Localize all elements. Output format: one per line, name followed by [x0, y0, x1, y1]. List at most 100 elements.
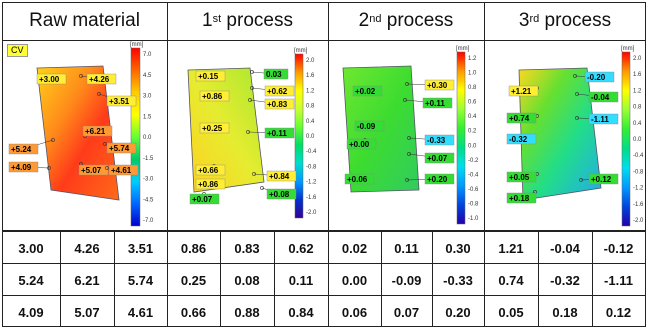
table-cell: 0.74 — [498, 272, 524, 288]
cv-label: CV — [7, 44, 28, 57]
value-callout-box — [264, 85, 295, 97]
value-callout-box — [199, 90, 230, 102]
scale-tick-label: -0.2 — [468, 158, 479, 164]
table-cell: -0.12 — [603, 240, 634, 256]
measure-point — [252, 172, 256, 176]
table-cell: 0.11 — [394, 240, 419, 256]
table-cell: 0.30 — [445, 240, 471, 256]
header-ordinal-suffix: st — [212, 13, 222, 25]
table-cell: 0.11 — [288, 272, 314, 288]
measure-point — [575, 116, 579, 120]
header-text: process — [381, 10, 454, 31]
measure-point — [579, 178, 583, 182]
table-cell: 0.88 — [234, 304, 260, 320]
header-ordinal-suffix: nd — [369, 13, 382, 25]
value-callout: +0.07 — [427, 154, 448, 163]
scale-tick-label: 4.5 — [143, 73, 152, 79]
table-cell: 0.08 — [234, 272, 260, 288]
measure-point — [105, 166, 109, 170]
table-cell: 0.00 — [341, 272, 368, 288]
header-text: process — [221, 10, 293, 31]
value-callout-box — [86, 73, 117, 85]
value-callout-box — [588, 113, 619, 125]
scale-tick-label: -0.8 — [306, 164, 317, 170]
header-ordinal: 2 — [358, 10, 370, 31]
scan-image-second-process: [mm] 1.2 1.0 0.8 0.6 0.4 0.2 0.0 -0.2 -0.4 -0.6 -0.… — [329, 40, 484, 230]
value-callout: +0.11 — [267, 129, 287, 138]
measure-point — [51, 138, 55, 142]
scale-tick-label: 1.5 — [143, 114, 152, 120]
scale-tick-label: -0.4 — [468, 172, 479, 178]
table-cell: 6.21 — [74, 272, 100, 288]
measure-point — [405, 82, 409, 86]
scale-tick-label: -1.0 — [468, 216, 479, 222]
value-callout-box — [424, 152, 455, 164]
value-callout-box — [506, 192, 537, 204]
table-cell: 0.07 — [393, 304, 420, 320]
table-cell: 4.09 — [18, 304, 44, 320]
measure-point — [250, 70, 254, 74]
table-cell: 0.62 — [288, 240, 314, 256]
value-callout: +0.07 — [192, 195, 213, 204]
value-callout-box — [584, 71, 615, 83]
header-text: Raw material — [29, 10, 140, 31]
measure-point — [97, 92, 101, 96]
value-callout: +4.26 — [89, 75, 110, 84]
value-callout-box — [424, 79, 455, 91]
scale-tick-label: 2.0 — [633, 56, 642, 62]
value-callout: +0.00 — [349, 140, 370, 149]
value-callout: -0.04 — [591, 93, 610, 102]
value-callout: +0.83 — [267, 100, 288, 109]
value-callout: +0.86 — [202, 92, 223, 101]
measure-point — [103, 142, 107, 146]
header-raw-material: Raw material — [2, 2, 167, 40]
value-callout: +0.84 — [269, 172, 290, 181]
value-callout-box — [266, 188, 297, 200]
table-cell: 0.86 — [180, 240, 207, 256]
scale-tick-label: -0.8 — [633, 169, 644, 175]
value-callout: +0.05 — [509, 173, 530, 182]
value-callout: +0.02 — [355, 87, 376, 96]
measure-point — [79, 74, 83, 78]
value-callout: -0.09 — [357, 122, 376, 131]
scale-unit: [mm] — [621, 46, 635, 52]
scale-tick-label: 2.0 — [306, 58, 315, 64]
scale-tick-label: 3.0 — [143, 94, 152, 100]
value-callout: +0.25 — [202, 124, 223, 133]
value-callout-box — [354, 120, 385, 132]
table-cell: -0.33 — [443, 272, 473, 288]
value-callout-box — [422, 97, 453, 109]
scale-tick-label: 0.2 — [468, 129, 477, 135]
value-callout-box — [199, 122, 230, 134]
table-cell: 0.25 — [180, 272, 207, 288]
value-callout-box — [36, 73, 67, 85]
table-cell: 0.20 — [445, 304, 471, 320]
table-cell: -0.04 — [550, 240, 580, 256]
scale-tick-label: -2.0 — [633, 218, 644, 224]
value-callout: +0.62 — [267, 87, 288, 96]
value-callout-box — [506, 171, 537, 183]
table-cell: 5.07 — [74, 304, 100, 320]
value-callout: +1.21 — [511, 87, 532, 96]
table-cell: 0.06 — [341, 304, 368, 320]
table-cell: 0.66 — [180, 304, 207, 320]
value-callout-box — [344, 173, 375, 185]
scale-unit: [mm] — [130, 42, 144, 48]
scale-tick-label: 7.0 — [143, 52, 152, 58]
scale-tick-label: 1.2 — [306, 88, 315, 94]
value-callout-box — [106, 95, 137, 107]
scale-tick-label: -0.4 — [306, 149, 317, 155]
value-callout-box — [588, 91, 619, 103]
part-surface — [518, 67, 602, 201]
value-callout: +0.11 — [425, 99, 445, 108]
value-callout: +0.30 — [427, 81, 448, 90]
scale-tick-label: 1.6 — [633, 72, 642, 78]
value-callout: +0.20 — [427, 175, 448, 184]
header-ordinal-suffix: rd — [529, 13, 540, 25]
table-cell: -0.32 — [550, 272, 580, 288]
value-callout-box — [108, 164, 139, 176]
value-callout-box — [352, 85, 383, 97]
scan-image-raw-material: CV [mm] 7.0 4.5 3.0 1.5 0.0 -1.5 -3.0 -4.5 -7.0 +3… — [3, 40, 167, 230]
value-callout: -1.11 — [591, 115, 609, 124]
scan-image-third-process: [mm] 2.0 1.6 1.2 0.8 0.4 0.0 -0.4 -0.8 -1.2 -1.6 -2… — [485, 40, 646, 230]
